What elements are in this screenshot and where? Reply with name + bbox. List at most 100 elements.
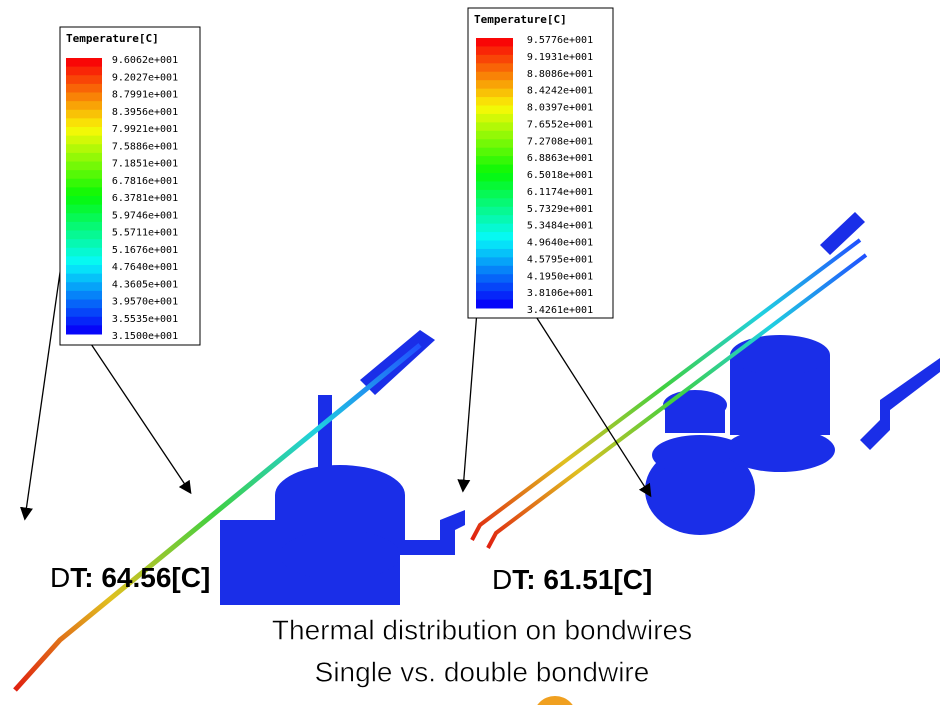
color-band xyxy=(476,63,513,72)
legend-label: 7.5886e+001 xyxy=(112,141,178,152)
legend-label: 6.3781e+001 xyxy=(112,193,178,204)
legend-label: 8.0397e+001 xyxy=(527,103,593,114)
legend-title: Temperature[C] xyxy=(474,13,567,26)
color-band xyxy=(476,291,513,300)
legend-label: 7.2708e+001 xyxy=(527,136,593,147)
legend-label: 5.1676e+001 xyxy=(112,245,178,256)
left-model xyxy=(220,330,465,605)
color-band xyxy=(66,325,102,334)
color-band xyxy=(66,93,102,102)
color-band xyxy=(66,58,102,67)
scene: Temperature[C] 9.6062e+001 9.2027e+001 8.79… xyxy=(0,0,946,705)
legend-label: 9.1931e+001 xyxy=(527,52,593,63)
legend-label: 6.7816e+001 xyxy=(112,176,178,187)
color-band xyxy=(66,291,102,300)
color-band xyxy=(66,274,102,283)
color-band xyxy=(66,75,102,84)
legend-label: 3.8106e+001 xyxy=(527,288,593,299)
caption: Thermal distribution on bondwires xyxy=(272,614,692,645)
color-band xyxy=(66,101,102,110)
legend-label: 4.7640e+001 xyxy=(112,262,178,273)
right-model xyxy=(645,212,940,535)
legend-label: 6.8863e+001 xyxy=(527,153,593,164)
legend-label: 7.9921e+001 xyxy=(112,124,178,135)
legend-label: 3.4261e+001 xyxy=(527,305,593,316)
legend-label: 8.7991e+001 xyxy=(112,90,178,101)
color-band xyxy=(476,55,513,64)
color-band xyxy=(476,181,513,190)
color-band xyxy=(66,170,102,179)
color-band xyxy=(476,46,513,55)
color-band xyxy=(476,274,513,283)
legend-label: 5.7329e+001 xyxy=(527,204,593,215)
legend-label: 9.2027e+001 xyxy=(112,72,178,83)
legend-label: 3.5535e+001 xyxy=(112,314,178,325)
color-band xyxy=(66,127,102,136)
color-band xyxy=(66,136,102,145)
color-band xyxy=(476,38,513,47)
color-band xyxy=(476,148,513,157)
legend-label: 6.5018e+001 xyxy=(527,170,593,181)
legend-label: 8.3956e+001 xyxy=(112,107,178,118)
color-band xyxy=(66,317,102,326)
color-band xyxy=(66,231,102,240)
legend-label: 5.9746e+001 xyxy=(112,210,178,221)
legend-label: 4.3605e+001 xyxy=(112,279,178,290)
caption: Single vs. double bondwire xyxy=(315,656,650,687)
color-band xyxy=(476,156,513,165)
color-band xyxy=(66,308,102,317)
legend-label: 5.3484e+001 xyxy=(527,221,593,232)
legend-title: Temperature[C] xyxy=(66,32,159,45)
delta-value: T: 61.51[C] xyxy=(512,564,652,595)
legend-label: 5.5711e+001 xyxy=(112,228,178,239)
color-band xyxy=(66,153,102,162)
slide: Temperature[C] 9.6062e+001 9.2027e+001 8.79… xyxy=(0,0,946,705)
legend-label: 8.8086e+001 xyxy=(527,69,593,80)
legend-label: 4.5795e+001 xyxy=(527,254,593,265)
color-band xyxy=(66,248,102,257)
color-band xyxy=(66,196,102,205)
color-band xyxy=(476,266,513,275)
color-band xyxy=(476,215,513,224)
legend-label: 4.9640e+001 xyxy=(527,238,593,249)
color-band xyxy=(66,222,102,231)
delta-symbol: D xyxy=(50,562,70,593)
color-band xyxy=(476,89,513,98)
legend-label: 3.1500e+001 xyxy=(112,331,178,342)
color-band xyxy=(476,106,513,115)
legend-label: 7.6552e+001 xyxy=(527,119,593,130)
color-band xyxy=(476,80,513,89)
legend-label: 9.6062e+001 xyxy=(112,55,178,66)
color-band xyxy=(66,187,102,196)
legend-label: 7.1851e+001 xyxy=(112,159,178,170)
color-band xyxy=(66,84,102,93)
color-band xyxy=(476,241,513,250)
color-band xyxy=(476,283,513,292)
color-band xyxy=(476,122,513,131)
legend-label: 9.5776e+001 xyxy=(527,35,593,46)
color-band xyxy=(476,131,513,140)
color-band xyxy=(66,67,102,76)
color-band xyxy=(66,300,102,309)
color-band xyxy=(66,239,102,248)
delta-symbol: D xyxy=(492,564,512,595)
color-band xyxy=(476,139,513,148)
color-band xyxy=(476,190,513,199)
legend-label: 8.4242e+001 xyxy=(527,86,593,97)
color-band xyxy=(476,257,513,266)
color-band xyxy=(476,198,513,207)
delta-t: DT: 61.51[C] xyxy=(492,564,652,595)
color-band xyxy=(476,114,513,123)
color-band xyxy=(476,207,513,216)
color-band xyxy=(476,165,513,174)
color-band xyxy=(66,213,102,222)
color-band xyxy=(66,205,102,214)
color-band xyxy=(66,256,102,265)
color-band xyxy=(66,282,102,291)
delta-t: DT: 64.56[C] xyxy=(50,562,210,593)
color-band xyxy=(66,162,102,171)
color-band xyxy=(66,179,102,188)
delta-value: T: 64.56[C] xyxy=(70,562,210,593)
color-band xyxy=(476,97,513,106)
color-band xyxy=(476,249,513,258)
